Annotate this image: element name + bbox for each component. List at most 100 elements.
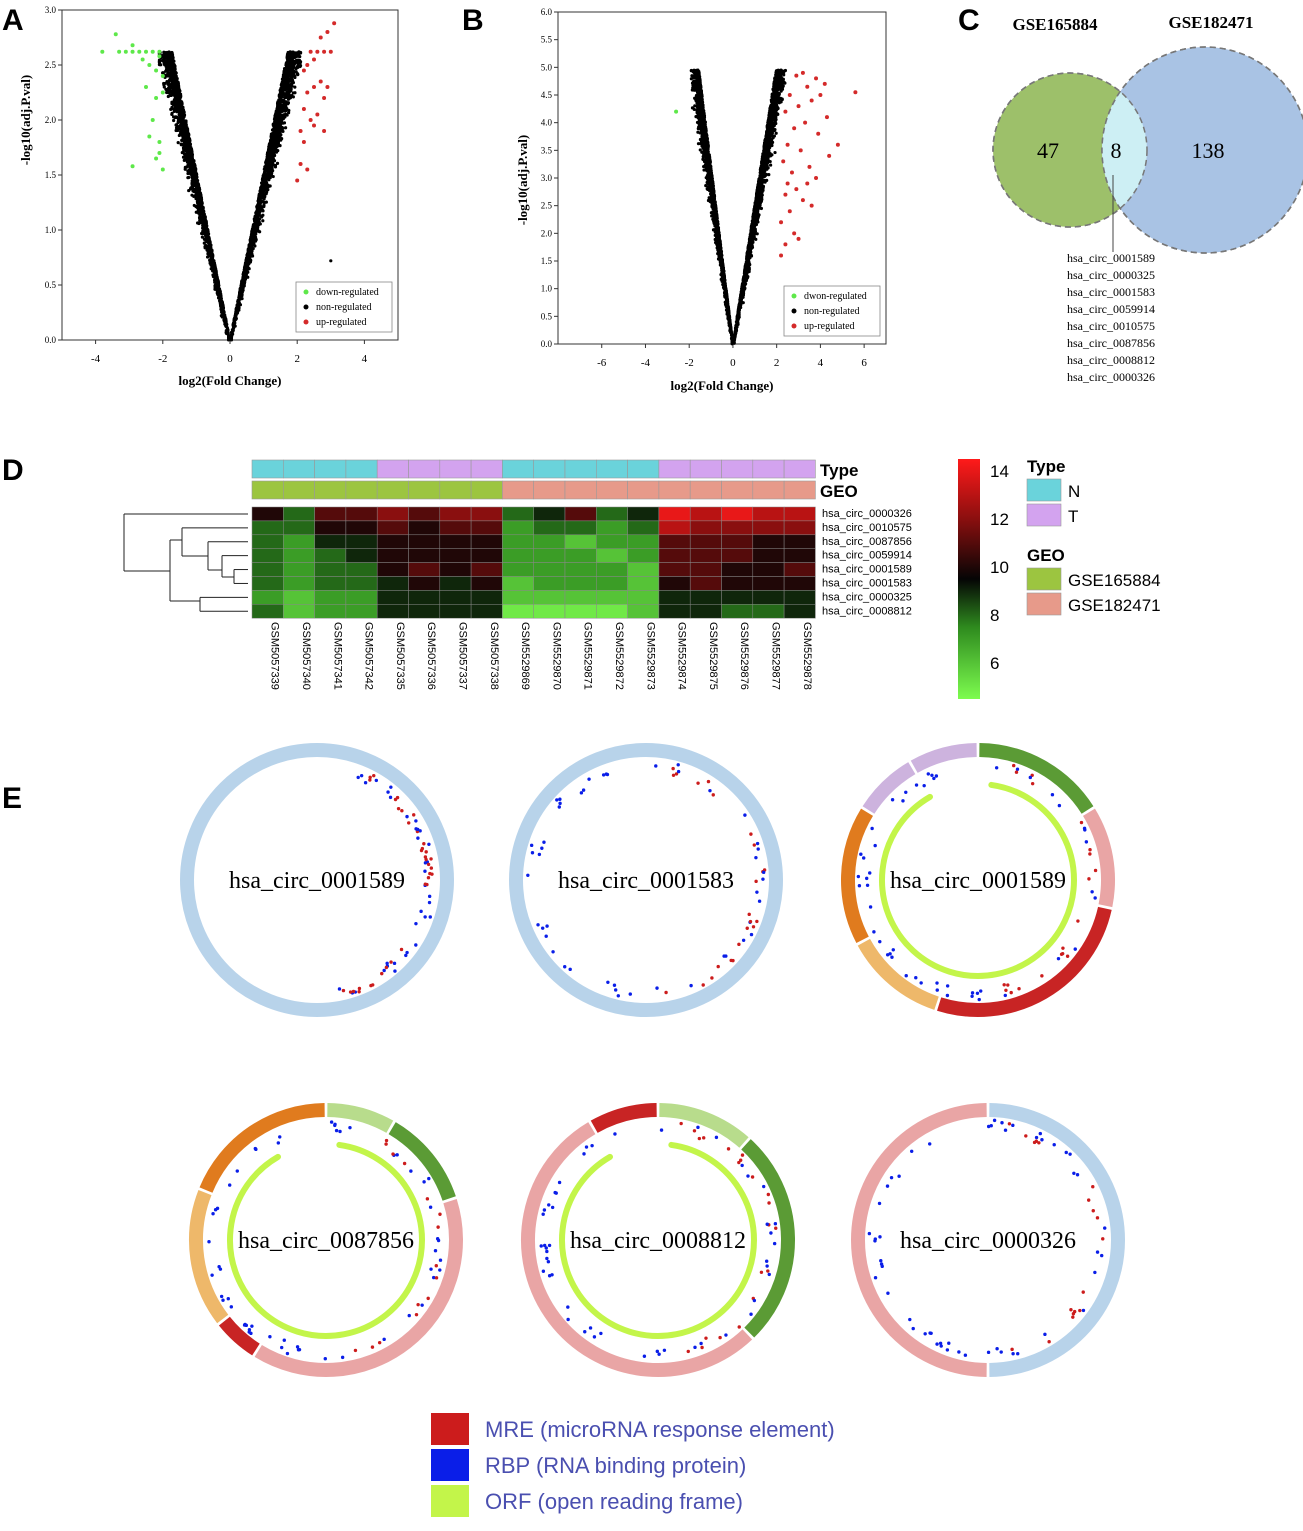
point-non-regulated [291,53,295,57]
point-non-regulated [280,86,284,90]
point-non-regulated [184,130,188,134]
point-non-regulated [274,150,279,154]
point-up-regulated [322,96,327,100]
point-non-regulated [248,258,252,262]
point-non-regulated [241,286,245,290]
point-non-regulated [204,222,208,226]
point-non-regulated [290,50,295,54]
point-non-regulated [285,107,289,111]
point-non-regulated [210,256,215,261]
point-up-regulated [328,49,333,54]
point-non-regulated [198,205,203,209]
point-non-regulated [217,296,221,300]
point-up-regulated [295,178,300,183]
point-non-regulated [276,100,280,104]
point-non-regulated [199,197,203,201]
y-tick-label: 1.5 [541,256,553,266]
legend-marker [303,289,309,295]
point-non-regulated [231,329,235,333]
point-non-regulated [178,132,182,136]
point-non-regulated [243,276,247,280]
point-non-regulated [166,72,170,76]
point-non-regulated [257,221,261,225]
x-tick-label: -2 [158,353,167,365]
point-non-regulated [181,129,185,133]
point-non-regulated [177,113,181,117]
point-non-regulated [213,265,217,270]
y-tick-label: 4.0 [541,118,553,128]
point-non-regulated [272,146,276,150]
point-non-regulated [269,136,274,141]
point-non-regulated [290,65,294,69]
point-up-regulated [301,68,306,73]
point-non-regulated [190,151,194,155]
point-non-regulated [214,270,218,274]
point-non-regulated [252,234,256,239]
point-non-regulated [188,161,193,165]
point-non-regulated [165,60,170,64]
point-down-regulated [144,85,148,89]
point-non-regulated [200,216,204,221]
point-down-regulated [154,68,159,73]
point-non-regulated [197,221,201,226]
point-non-regulated [271,169,275,173]
point-non-regulated [231,324,236,329]
point-non-regulated [238,292,242,296]
point-non-regulated [170,71,174,75]
point-down-regulated [100,49,105,54]
point-up-regulated [325,30,330,34]
point-down-regulated [140,57,145,62]
point-non-regulated [251,243,255,247]
point-non-regulated [256,203,261,207]
point-non-regulated [204,226,208,230]
point-non-regulated [253,228,258,232]
point-down-regulated [130,43,135,48]
point-non-regulated [241,279,245,284]
point-non-regulated [167,80,171,84]
point-non-regulated [220,299,224,303]
point-non-regulated [277,109,281,114]
x-axis-label: log2(Fold Change) [179,373,282,388]
point-non-regulated [226,338,231,342]
panel-label-d: D [2,454,24,487]
point-non-regulated [280,137,284,141]
point-non-regulated [178,97,182,101]
point-non-regulated [200,235,205,239]
point-non-regulated [186,163,190,167]
point-non-regulated [283,99,287,104]
point-non-regulated [298,50,303,55]
point-non-regulated [203,215,207,220]
point-non-regulated [201,231,206,235]
point-non-regulated [249,250,253,254]
x-tick-label: 2 [774,357,780,369]
legend-marker [303,304,309,310]
point-non-regulated [200,201,204,205]
point-non-regulated [171,77,175,82]
point-up-regulated [301,140,306,144]
point-non-regulated [286,50,290,55]
point-non-regulated [189,170,193,174]
point-non-regulated [244,267,248,271]
legend-label: non-regulated [316,302,372,313]
point-non-regulated [183,122,187,126]
y-tick-label: 2.0 [541,228,553,238]
point-down-regulated [160,90,165,95]
x-tick-label: -4 [91,353,101,365]
point-non-regulated [157,61,162,65]
point-non-regulated [256,225,260,229]
point-down-regulated [137,49,142,54]
point-non-regulated [167,86,171,90]
point-non-regulated [190,166,194,170]
y-tick-label: 2.5 [541,201,553,211]
point-non-regulated [285,60,289,64]
point-non-regulated [226,333,231,338]
point-non-regulated [273,122,278,127]
point-up-regulated [312,57,316,62]
x-tick-label: 4 [818,357,824,369]
point-non-regulated [191,174,196,178]
point-up-regulated [315,112,320,117]
point-non-regulated [257,197,261,201]
point-non-regulated [166,64,170,68]
point-non-regulated [181,143,185,147]
